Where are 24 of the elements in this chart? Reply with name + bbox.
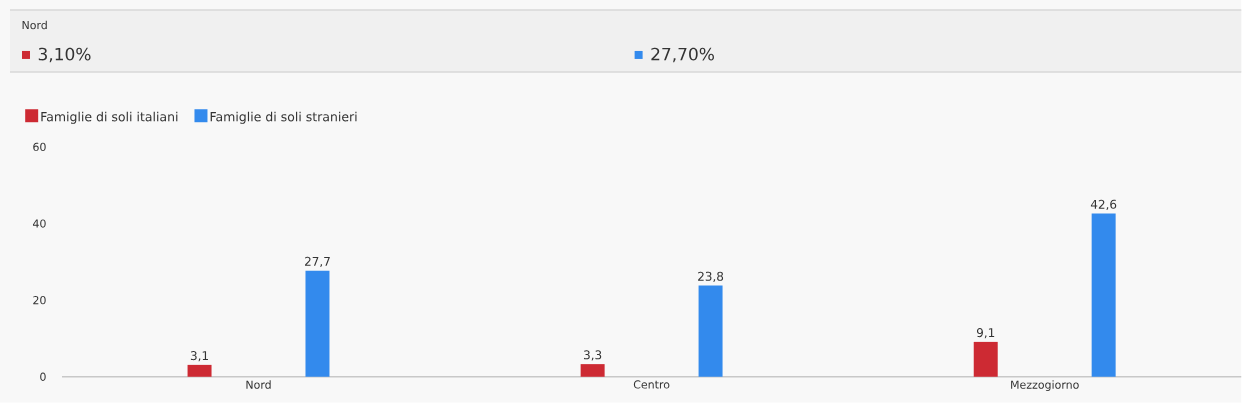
bar [305,270,330,377]
legend-label: Famiglie di soli stranieri [210,111,357,124]
data-label: 23,8 [698,271,724,283]
bar [973,342,998,377]
data-label: 27,7 [305,256,330,268]
y-tick-label: 60 [33,142,46,152]
text: Nord [22,20,47,30]
bar [187,365,212,377]
bar [698,285,723,377]
data-label: 3,3 [584,350,602,361]
data-label: 9,1 [976,328,995,339]
text: 3,10% [38,47,91,63]
data-label: 3,1 [190,351,208,362]
text: 27,70% [651,47,714,63]
x-tick-label: Nord [246,380,271,389]
bar [580,364,605,377]
data-label: 42,6 [1090,199,1117,211]
legend-label: Famiglie di soli italiani [41,111,178,124]
y-tick-label: 0 [40,372,46,382]
y-tick-label: 20 [33,296,46,305]
bar [1091,213,1116,377]
y-tick-label: 40 [32,219,46,228]
x-tick-label: Mezzogiorno [1011,380,1079,392]
x-tick-label: Centro [633,380,670,389]
